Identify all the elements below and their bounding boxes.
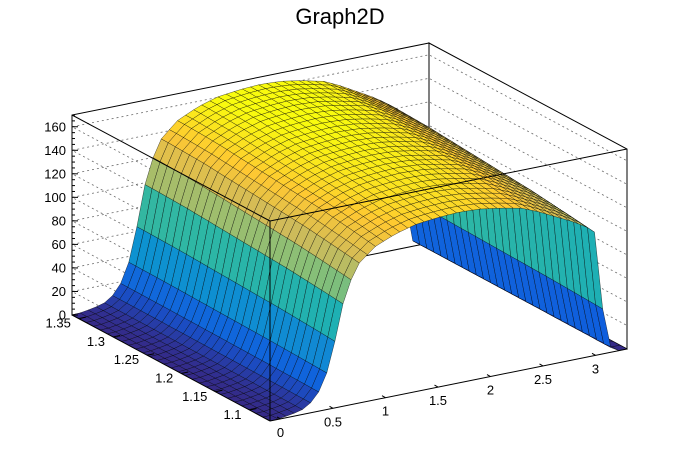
z-tick-label: 120 [44, 166, 66, 181]
z-tick-label: 40 [52, 260, 66, 275]
z-tick-label: 80 [52, 213, 66, 228]
y-tick [112, 334, 121, 338]
y-tick [215, 389, 223, 393]
x-tick-label: 1.5 [429, 393, 447, 408]
x-tick [434, 384, 439, 388]
z-axis-ticks: 0 20 40 60 80 100 120 140 160 [44, 114, 78, 323]
x-tick [591, 352, 596, 356]
x-tick-label: 3 [592, 361, 599, 376]
z-tick-label: 140 [44, 143, 66, 158]
y-tick [146, 353, 155, 356]
y-tick [181, 371, 189, 374]
y-tick-label: 1.25 [114, 352, 139, 367]
x-tick-label: 0 [277, 425, 284, 440]
left-top-edge [71, 114, 271, 222]
y-tick-label: 1.1 [223, 407, 241, 422]
y-tick-label: 1.35 [46, 316, 71, 331]
x-tick-label: 2 [487, 383, 494, 398]
z-tick-label: 60 [52, 237, 66, 252]
x-tick-label: 2.5 [534, 372, 552, 387]
x-axis-line [269, 348, 628, 422]
z-tick-label: 160 [44, 119, 66, 134]
x-tick [276, 416, 281, 420]
surface-mesh [71, 80, 628, 422]
y-tick [78, 316, 86, 320]
z-tick-label: 0 [59, 308, 66, 323]
x-axis-ticks: 0 0.5 1 1.5 2 2.5 3 [276, 352, 599, 440]
x-tick [486, 374, 491, 377]
x-tick [381, 395, 386, 399]
z-tick-label: 100 [44, 190, 66, 205]
front-top-edge [269, 148, 628, 222]
z-tick-label: 20 [52, 284, 66, 299]
y-tick-label: 1.15 [182, 389, 207, 404]
y-axis-ticks: 1.1 1.15 1.2 1.25 1.3 1.35 [46, 316, 257, 422]
x-tick-label: 1 [382, 404, 389, 419]
axes [71, 114, 628, 422]
y-tick [249, 408, 257, 411]
x-tick [329, 405, 334, 409]
x-tick [539, 363, 544, 367]
y-tick-label: 1.3 [87, 334, 105, 349]
x-tick-label: 0.5 [324, 414, 342, 429]
chart-title: Graph2D [295, 4, 384, 29]
y-axis-line [71, 314, 271, 422]
y-tick-label: 1.2 [155, 370, 173, 385]
